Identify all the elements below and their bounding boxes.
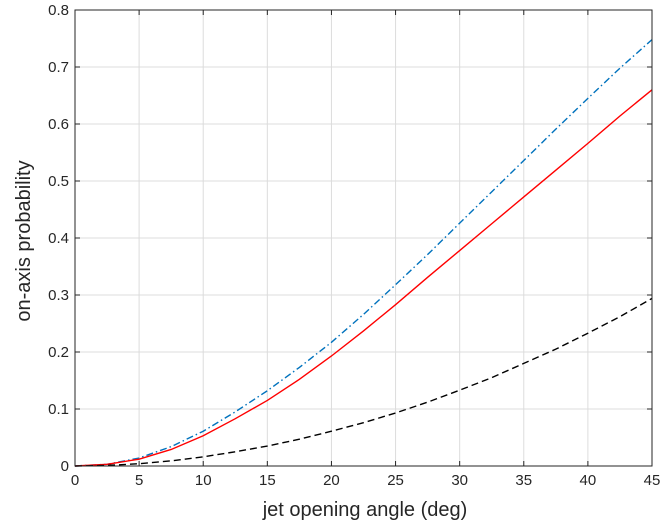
x-tick-label: 35 [515, 472, 532, 489]
x-axis-label: jet opening angle (deg) [262, 499, 468, 521]
x-tick-label: 5 [135, 472, 143, 489]
series-lines [74, 39, 653, 467]
y-tick-label: 0 [61, 458, 69, 475]
x-tick-label: 25 [387, 472, 404, 489]
y-tick-label: 0.1 [48, 401, 69, 418]
grid [75, 10, 652, 466]
x-tick-label: 0 [71, 472, 79, 489]
y-axis-label: on-axis probability [13, 160, 35, 321]
series-line-3 [74, 297, 653, 467]
x-tick-label: 20 [323, 472, 340, 489]
y-tick-label: 0.4 [48, 230, 69, 247]
y-axis-ticks: 0 0.1 0.2 0.3 0.4 0.5 0.6 0.7 0.8 [48, 2, 652, 475]
y-tick-label: 0.8 [48, 2, 69, 19]
series-line-2 [74, 89, 653, 467]
x-axis-ticks: 0 5 10 15 20 25 30 35 40 45 [71, 10, 661, 489]
y-tick-label: 0.2 [48, 344, 69, 361]
x-tick-label: 15 [259, 472, 276, 489]
y-tick-label: 0.3 [48, 287, 69, 304]
x-tick-label: 45 [644, 472, 661, 489]
x-tick-label: 30 [451, 472, 468, 489]
x-tick-label: 10 [195, 472, 212, 489]
series-line-1 [74, 39, 653, 467]
y-tick-label: 0.5 [48, 173, 69, 190]
y-tick-label: 0.6 [48, 116, 69, 133]
x-tick-label: 40 [580, 472, 597, 489]
y-tick-label: 0.7 [48, 59, 69, 76]
